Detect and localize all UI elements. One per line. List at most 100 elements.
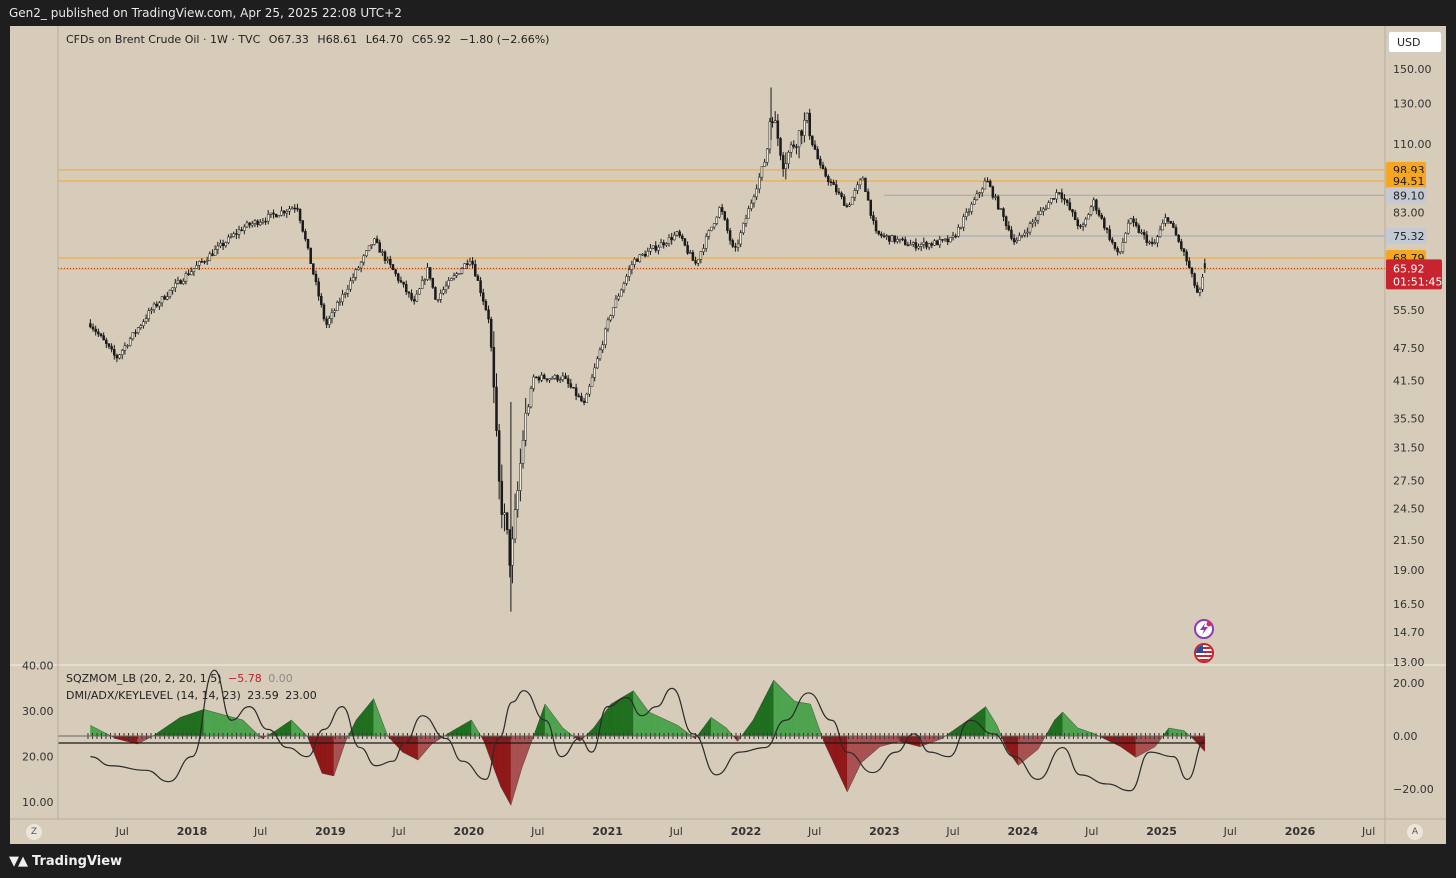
candle-body (715, 216, 719, 224)
candle-body (845, 205, 849, 207)
candle-body (1049, 198, 1053, 203)
momentum-area (792, 699, 796, 737)
candle-body (681, 235, 684, 239)
candle-body (1195, 285, 1199, 293)
zoom-button[interactable]: Z (26, 824, 42, 840)
candle-body (1185, 251, 1188, 262)
sqz-name[interactable]: SQZMOM_LB (20, 2, 20, 1.5) (66, 672, 222, 685)
candle-body (718, 207, 721, 218)
price-tick-label: 31.50 (1393, 441, 1425, 454)
momentum-area (371, 698, 374, 737)
candle-body (904, 239, 907, 246)
candle-body (954, 235, 957, 238)
momentum-area (195, 711, 199, 737)
candle-body (373, 238, 376, 245)
momentum-area (808, 703, 811, 737)
candle-body (877, 230, 880, 235)
candle-body (545, 378, 549, 381)
candle-body (890, 235, 894, 242)
candle-body (917, 246, 920, 249)
candle-body (914, 242, 918, 249)
candle-body (338, 301, 342, 304)
candle-body (105, 339, 108, 344)
time-tick-label: Jul (945, 825, 959, 838)
chart-area[interactable] (10, 26, 1446, 844)
candle-body (667, 237, 671, 244)
candle-body (654, 245, 658, 251)
time-tick-label: Jul (115, 825, 129, 838)
candle-body (176, 280, 180, 284)
candle-body (293, 207, 297, 210)
candle-body (282, 210, 286, 214)
candle-body (1198, 288, 1202, 293)
candle-body (548, 378, 551, 381)
momentum-area (215, 712, 218, 737)
candle-body (261, 220, 265, 223)
momentum-area (627, 692, 630, 737)
symbol-name[interactable]: CFDs on Brent Crude Oil · 1W · TVC (66, 33, 261, 46)
momentum-area (616, 698, 620, 737)
momentum-area (1135, 735, 1138, 758)
time-tick-label: Jul (669, 825, 683, 838)
sqz-value2: 0.00 (268, 672, 293, 685)
candle-body (184, 273, 188, 282)
momentum-area (669, 721, 672, 737)
candle-body (290, 207, 294, 210)
candle-body (1201, 276, 1204, 290)
candle-body (811, 135, 814, 146)
candle-body (420, 280, 424, 289)
tradingview-logo-icon: ▼▲ (9, 854, 28, 869)
candle-body (991, 186, 995, 198)
candle-body (136, 327, 140, 333)
momentum-area (781, 687, 784, 737)
candle-body (251, 223, 254, 226)
candle-body (203, 261, 206, 263)
candle-body (781, 155, 785, 169)
momentum-area (133, 735, 136, 744)
candle-body (750, 202, 753, 209)
momentum-area (665, 719, 668, 737)
candle-body (1161, 223, 1164, 231)
sqz-legend: SQZMOM_LB (20, 2, 20, 1.5) −5.78 0.00 (66, 672, 293, 685)
auto-scale-button[interactable]: A (1407, 824, 1423, 840)
currency-button[interactable]: USD (1388, 31, 1442, 53)
momentum-area (213, 711, 216, 737)
candle-body (630, 264, 634, 270)
candle-body (728, 230, 732, 241)
momentum-area (606, 706, 610, 737)
price-tick-label: 35.50 (1393, 412, 1425, 425)
us-flag-event-icon[interactable] (1194, 643, 1214, 663)
time-tick-label: 2023 (869, 825, 900, 838)
candle-body (765, 148, 769, 163)
adx-tick-label: 20.00 (22, 751, 54, 764)
momentum-area (94, 727, 97, 737)
tradingview-logo[interactable]: ▼▲ TradingView (9, 854, 122, 869)
momentum-area (1174, 728, 1177, 737)
candle-body (1065, 199, 1069, 203)
candle-body (314, 273, 318, 283)
candle-body (566, 378, 570, 384)
momentum-area (467, 720, 470, 737)
momentum-area (1024, 735, 1027, 761)
candle-body (192, 268, 196, 272)
candle-body (773, 120, 777, 123)
momentum-area (979, 709, 982, 737)
candle-body (107, 343, 111, 347)
candle-body (333, 310, 336, 313)
momentum-area (885, 735, 888, 746)
candle-body (304, 231, 307, 240)
candle-body (463, 263, 466, 269)
candle-body (763, 161, 766, 167)
lightning-event-icon[interactable] (1194, 619, 1214, 639)
candle-body (633, 258, 636, 265)
candle-body (1002, 208, 1005, 217)
dmi-name[interactable]: DMI/ADX/KEYLEVEL (14, 14, 23) (66, 689, 241, 702)
candle-body (882, 235, 886, 238)
candle-body (537, 376, 541, 381)
candle-body (113, 349, 116, 356)
momentum-area (881, 735, 884, 747)
candle-body (1084, 218, 1088, 226)
momentum-area (763, 696, 766, 737)
momentum-area (623, 695, 626, 737)
